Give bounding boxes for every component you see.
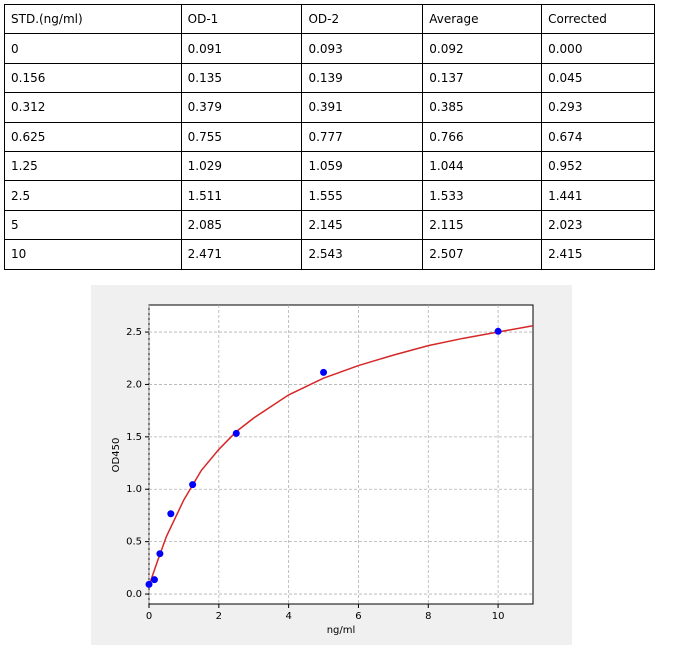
table-cell: 2.5 — [4, 180, 182, 211]
y-tick-label: 2.0 — [126, 379, 142, 390]
table-cell: 1.029 — [180, 150, 303, 182]
x-tick-label: 4 — [285, 611, 291, 622]
table-cell: 1.441 — [541, 180, 655, 211]
data-point — [145, 580, 153, 588]
data-point — [189, 481, 197, 489]
y-tick-label: 2.5 — [126, 327, 142, 338]
table-row: 0.312 0.379 0.391 0.385 0.293 — [4, 92, 655, 123]
table-cell: 0.137 — [422, 62, 543, 94]
table-row: 10 2.471 2.543 2.507 2.415 — [4, 239, 655, 270]
data-point — [494, 327, 502, 335]
x-tick-label: 8 — [425, 611, 431, 622]
data-point — [320, 368, 328, 376]
table-cell: 0.139 — [301, 62, 424, 94]
table-cell: OD-1 — [180, 3, 303, 35]
table-cell: 2.543 — [301, 239, 424, 270]
table-cell: 2.145 — [301, 209, 424, 241]
y-tick-label: 1.0 — [126, 484, 142, 495]
y-tick-label: 0.0 — [126, 589, 142, 600]
table-cell: 0.312 — [4, 92, 182, 123]
table-cell: 2.415 — [541, 239, 655, 270]
table-cell: 2.507 — [422, 239, 543, 270]
table-cell: 10 — [4, 239, 182, 270]
table-row: 0 0.091 0.093 0.092 0.000 — [4, 33, 655, 64]
data-table: STD.(ng/ml) OD-1 OD-2 Average Corrected 0 0.09… — [4, 3, 655, 270]
table-cell: 0.755 — [180, 121, 303, 152]
y-tick-label: 1.5 — [126, 432, 142, 443]
table-cell: 0.091 — [180, 33, 303, 64]
table-row: 5 2.085 2.145 2.115 2.023 — [4, 209, 655, 241]
x-tick-label: 2 — [216, 611, 222, 622]
fit-curve — [148, 325, 534, 586]
x-tick-label: 10 — [492, 611, 505, 622]
x-axis-label: ng/ml — [327, 625, 356, 636]
header-row: STD.(ng/ml) OD-1 OD-2 Average Corrected — [4, 3, 655, 35]
plot-area — [148, 304, 534, 605]
x-tick-label: 0 — [146, 611, 152, 622]
data-point — [150, 576, 158, 584]
table-cell: 2.471 — [180, 239, 303, 270]
data-point — [167, 510, 175, 518]
y-tick-label: 0.5 — [126, 537, 142, 548]
x-tick-label: 6 — [355, 611, 361, 622]
table-cell: 2.023 — [541, 209, 655, 241]
table-cell: 0.385 — [422, 92, 543, 123]
y-axis-label: OD450 — [111, 438, 122, 473]
data-point — [232, 429, 240, 437]
data-point — [156, 550, 164, 558]
table-cell: 1.044 — [422, 150, 543, 182]
table-cell: STD.(ng/ml) — [4, 3, 182, 35]
table-cell: 0.093 — [301, 33, 424, 64]
table-cell: 0.952 — [541, 150, 655, 182]
table-cell: 0.766 — [422, 121, 543, 152]
table-cell: Corrected — [541, 3, 655, 35]
table-cell: Average — [422, 3, 543, 35]
table-cell: 0.391 — [301, 92, 424, 123]
